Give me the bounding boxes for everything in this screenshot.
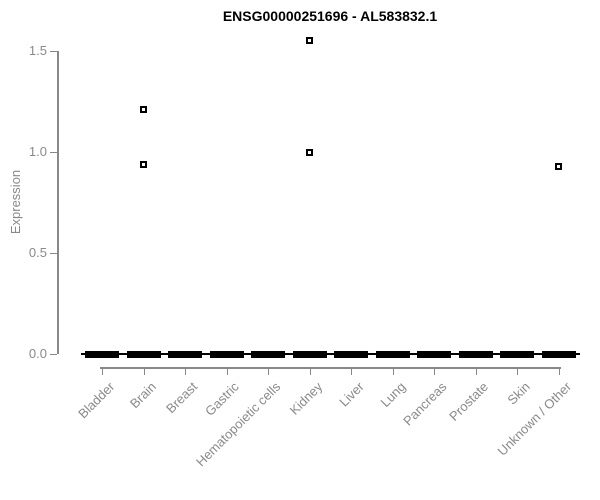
x-axis-tick <box>475 368 477 375</box>
boxplot-box <box>417 350 451 358</box>
boxplot-box <box>85 350 119 358</box>
boxplot-box <box>126 350 161 358</box>
x-axis-category-label: Prostate <box>446 379 492 424</box>
chart-title: ENSG00000251696 - AL583832.1 <box>222 8 438 24</box>
boxplot-box <box>334 350 368 358</box>
x-axis-category-label: Brain <box>127 379 160 412</box>
boxplot-box <box>541 350 576 358</box>
boxplot-box <box>168 350 202 358</box>
x-axis-category-label: Gastric <box>202 379 243 419</box>
outlier-point <box>306 148 313 156</box>
outlier-point <box>140 106 147 114</box>
x-axis-tick <box>351 368 352 375</box>
boxplot-box <box>251 350 285 358</box>
x-axis-category-label: Liver <box>336 379 367 410</box>
x-axis-category-label: Breast <box>163 379 201 417</box>
boxplot-box <box>458 350 493 358</box>
x-axis-tick <box>185 368 186 375</box>
y-axis-line <box>57 51 59 354</box>
outlier-point <box>140 160 147 168</box>
y-axis-tick-label: 1.0 <box>28 144 47 159</box>
boxplot-box <box>292 350 327 358</box>
x-axis-category-label: Bladder <box>75 379 118 422</box>
x-axis-line <box>100 367 561 369</box>
x-axis-tick <box>268 368 269 375</box>
x-axis-category-label: Lung <box>377 379 409 411</box>
x-axis-category-label: Skin <box>504 379 533 408</box>
outlier-point <box>306 37 313 45</box>
x-axis-tick <box>558 368 560 375</box>
x-axis-tick <box>143 368 145 375</box>
y-axis-tick <box>50 353 57 355</box>
y-axis-tick <box>50 252 57 254</box>
x-axis-tick <box>226 368 228 375</box>
y-axis-tick-label: 0.0 <box>28 346 47 361</box>
x-axis-category-label: Unknown / Other <box>494 379 575 459</box>
outlier-point <box>555 162 562 170</box>
y-axis-tick <box>50 151 57 153</box>
y-axis-tick <box>50 50 57 52</box>
y-axis-tick-label: 1.5 <box>28 43 47 58</box>
boxplot-box <box>209 350 244 358</box>
boxplot-box <box>375 350 410 358</box>
boxplot-box <box>500 350 534 358</box>
x-axis-tick <box>392 368 394 375</box>
x-axis-tick <box>102 368 103 375</box>
x-axis-tick <box>434 368 435 375</box>
y-axis-tick-label: 0.5 <box>28 245 47 260</box>
x-axis-category-label: Pancreas <box>400 379 450 429</box>
x-axis-tick <box>309 368 311 375</box>
x-axis-tick <box>517 368 518 375</box>
x-axis-category-label: Kidney <box>286 379 326 418</box>
